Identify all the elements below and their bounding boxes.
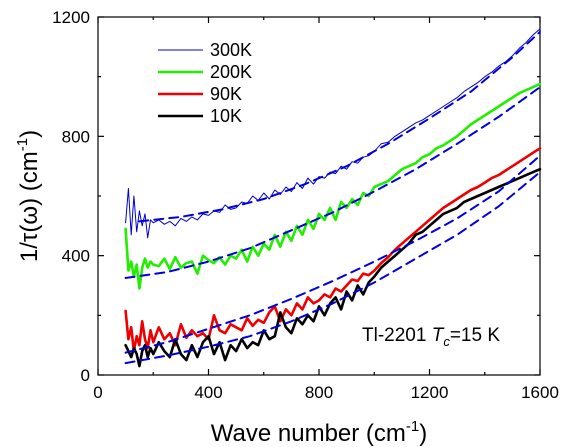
legend-label-90k: 90K [210, 84, 242, 104]
series-90k-line [124, 147, 542, 353]
x-tick-label-1200: 1200 [411, 383, 449, 402]
annotation: Tl-2201 Tc=15 K [362, 325, 500, 349]
annotation-prefix: Tl-2201 [362, 325, 432, 346]
legend-label-10k: 10K [210, 106, 242, 126]
fit-curve-4 [138, 30, 541, 223]
x-tick-label-1600: 1600 [521, 383, 559, 402]
fit-curve-6 [124, 154, 541, 354]
y-tick-label-800: 800 [62, 127, 90, 146]
data-layer [124, 28, 542, 368]
fit-curve-5 [124, 86, 541, 279]
y-axis-title: 1/τ(ω) (cm-1) [14, 130, 43, 262]
annotation-suffix: =15 K [450, 325, 501, 346]
series-200k-line [124, 82, 542, 290]
x-tick-label-400: 400 [194, 383, 222, 402]
legend-label-200k: 200K [210, 62, 252, 82]
x-axis-title-sup: -1 [406, 418, 419, 435]
y-tick-label-1200: 1200 [52, 8, 90, 27]
annotation-var: T [432, 325, 445, 346]
x-axis-title: Wave number (cm-1) [211, 418, 428, 447]
y-axis-title-main: 1/τ(ω) (cm [16, 151, 43, 262]
series-10k-line [124, 167, 542, 368]
y-tick-label-0: 0 [81, 366, 90, 385]
y-axis-title-end: ) [16, 130, 43, 138]
x-tick-label-0: 0 [93, 383, 102, 402]
annotation-sub: c [443, 334, 450, 349]
y-axis-title-sup: -1 [14, 138, 31, 151]
axis-ticks: 0 400 800 1200 1600 0 400 800 1200 [52, 8, 559, 402]
x-axis-title-main: Wave number (cm [211, 420, 406, 447]
x-tick-label-800: 800 [305, 383, 333, 402]
legend-label-300k: 300K [210, 40, 252, 60]
y-tick-label-400: 400 [62, 247, 90, 266]
fit-curve-7 [124, 171, 541, 365]
series-300k-line [125, 28, 541, 239]
x-axis-title-end: ) [419, 420, 427, 447]
